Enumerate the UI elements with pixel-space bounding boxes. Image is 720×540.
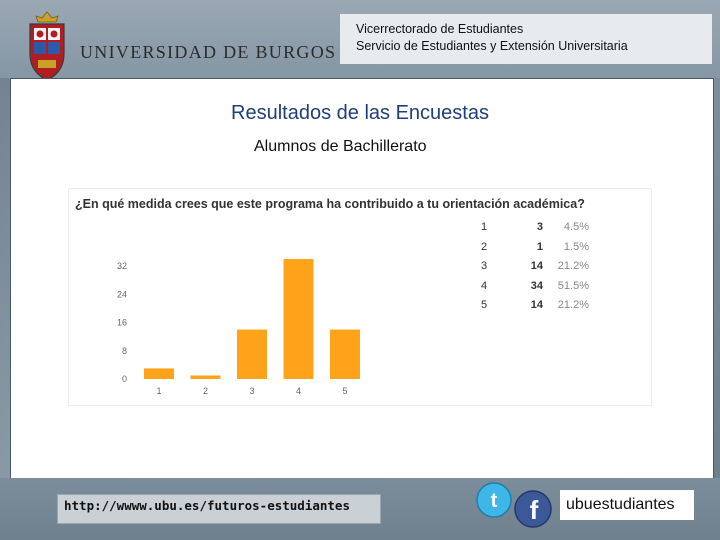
header-text-box	[340, 14, 712, 64]
page-title: Resultados de las Encuestas	[231, 102, 489, 124]
table-option: 2	[481, 240, 488, 253]
website-link[interactable]: http://wwww.ubu.es/futuros-estudiantes	[64, 498, 350, 513]
bar	[144, 368, 174, 379]
bar	[283, 259, 314, 379]
bar-chart: 0 8 16 24 32 1 2 3 4 5	[117, 259, 360, 396]
url-box	[57, 494, 381, 524]
page-subtitle: Alumnos de Bachillerato	[254, 138, 427, 155]
table-percent: 1.5%	[563, 240, 589, 253]
table-option: 1	[481, 221, 488, 233]
bar	[237, 329, 267, 379]
table-count: 34	[530, 279, 543, 292]
bar	[190, 375, 221, 379]
table-option: 5	[481, 299, 488, 311]
svg-text:f: f	[530, 495, 539, 525]
x-tick-label: 1	[156, 386, 161, 396]
university-name: UNIVERSIDAD DE BURGOS	[80, 42, 337, 62]
chart-title: ¿En qué medida crees que este programa h…	[75, 197, 585, 211]
table-option: 3	[481, 260, 488, 272]
svg-text:t: t	[491, 490, 498, 512]
x-tick-label: 3	[249, 386, 254, 396]
y-tick-label: 16	[117, 318, 127, 328]
y-tick-label: 24	[117, 289, 127, 299]
x-tick-label: 4	[296, 386, 301, 396]
facebook-icon[interactable]: f	[514, 490, 552, 528]
header-line-1: Vicerrectorado de Estudiantes	[356, 22, 524, 36]
header-line-2: Servicio de Estudiantes y Extensión Univ…	[356, 39, 628, 53]
handle-box	[560, 490, 694, 520]
table-count: 1	[536, 240, 543, 253]
table-percent: 4.5%	[563, 221, 589, 233]
table-option: 4	[481, 279, 488, 292]
social-handle[interactable]: ubuestudiantes	[566, 496, 675, 513]
twitter-icon[interactable]: t	[476, 482, 512, 518]
table-count: 14	[530, 260, 543, 272]
table-percent: 21.2%	[557, 260, 589, 272]
x-tick-label: 5	[342, 386, 347, 396]
chart-card: ¿En qué medida crees que este programa h…	[68, 188, 652, 406]
table-count: 3	[536, 221, 543, 233]
y-tick-label: 8	[122, 346, 127, 356]
table-percent: 51.5%	[557, 279, 589, 292]
y-tick-label: 0	[122, 374, 127, 384]
y-tick-label: 32	[117, 261, 127, 271]
table-percent: 21.2%	[557, 299, 589, 311]
bar	[330, 329, 360, 379]
x-tick-label: 2	[203, 386, 208, 396]
table-count: 14	[530, 299, 543, 311]
university-crest-icon	[29, 11, 65, 81]
